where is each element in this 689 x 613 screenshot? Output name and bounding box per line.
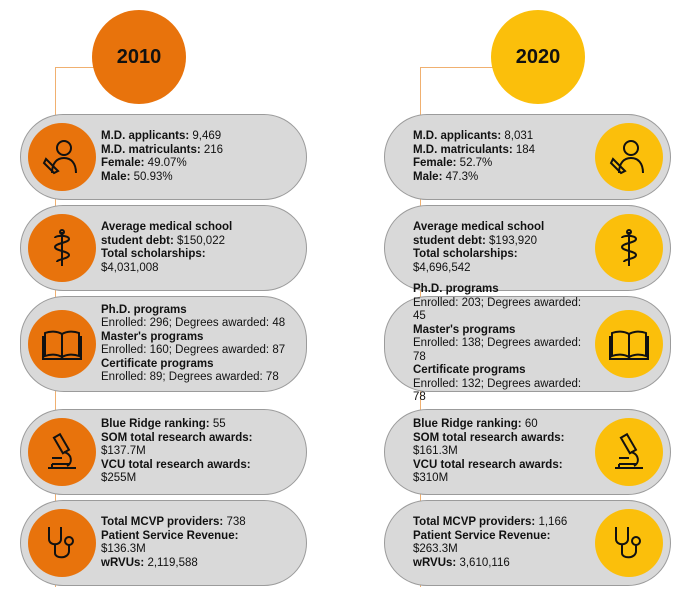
mcvp-label: Total MCVP providers: bbox=[413, 516, 536, 528]
open-book-icon bbox=[28, 310, 96, 378]
wrvu-label: wRVUs: bbox=[413, 556, 457, 569]
card-2010-admissions: M.D. applicants: 9,469 M.D. matriculants… bbox=[20, 114, 307, 200]
stethoscope-icon bbox=[28, 509, 96, 577]
scholarships-value: $4,696,542 bbox=[413, 261, 471, 274]
blue-ridge-value: 55 bbox=[212, 418, 226, 431]
debt-value: $150,022 bbox=[177, 234, 225, 247]
caduceus-icon bbox=[595, 214, 663, 282]
male-value: 47.3% bbox=[445, 170, 479, 183]
card-2020-clinical: Total MCVP providers: 1,166 Patient Serv… bbox=[384, 500, 671, 586]
psr-value: $136.3M bbox=[101, 543, 146, 555]
vcu-awards-value: $310M bbox=[413, 472, 449, 485]
matriculants-label: M.D. matriculants: bbox=[413, 143, 513, 156]
debt-value: $193,920 bbox=[489, 234, 537, 247]
matriculants-value: 216 bbox=[203, 143, 224, 156]
vcu-awards-label: VCU total research awards: bbox=[101, 458, 251, 471]
caduceus-icon bbox=[28, 214, 96, 282]
certificate-value: Enrolled: 89; Degrees awarded: 78 bbox=[101, 371, 279, 383]
male-label: Male: bbox=[413, 170, 443, 183]
stethoscope-icon bbox=[595, 509, 663, 577]
debt-label-1: Average medical school bbox=[101, 221, 233, 233]
blue-ridge-label: Blue Ridge ranking: bbox=[101, 418, 210, 431]
psr-label: Patient Service Revenue: bbox=[101, 529, 239, 542]
debt-label-2: student debt: bbox=[413, 234, 486, 247]
phd-label: Ph.D. programs bbox=[413, 283, 499, 296]
scholarships-label: Total scholarships: bbox=[101, 248, 206, 260]
card-2020-admissions: M.D. applicants: 8,031 M.D. matriculants… bbox=[384, 114, 671, 200]
card-2020-research: Blue Ridge ranking: 60 SOM total researc… bbox=[384, 409, 671, 495]
connector-line-2010 bbox=[55, 67, 95, 68]
som-awards-value: $161.3M bbox=[413, 445, 458, 458]
female-value: 52.7% bbox=[459, 157, 493, 169]
mcvp-label: Total MCVP providers: bbox=[101, 516, 224, 528]
debt-label-2: student debt: bbox=[101, 234, 174, 247]
applicants-label: M.D. applicants: bbox=[101, 130, 190, 142]
certificate-label: Certificate programs bbox=[101, 357, 214, 370]
masters-value: Enrolled: 138; Degrees awarded: 78 bbox=[413, 337, 582, 363]
matriculants-value: 184 bbox=[515, 143, 536, 156]
open-book-icon bbox=[595, 310, 663, 378]
wrvu-value: 3,610,116 bbox=[459, 556, 510, 569]
female-label: Female: bbox=[413, 157, 457, 169]
som-awards-value: $137.7M bbox=[101, 445, 146, 458]
applicants-label: M.D. applicants: bbox=[413, 130, 502, 142]
card-2010-research: Blue Ridge ranking: 55 SOM total researc… bbox=[20, 409, 307, 495]
male-label: Male: bbox=[101, 170, 131, 183]
applicants-value: 8,031 bbox=[504, 130, 534, 142]
microscope-icon bbox=[595, 418, 663, 486]
male-value: 50.93% bbox=[133, 170, 173, 183]
certificate-value: Enrolled: 132; Degrees awarded: 78 bbox=[413, 377, 582, 404]
scholarships-value: $4,031,008 bbox=[101, 261, 159, 274]
card-2010-finance: Average medical school student debt: $15… bbox=[20, 205, 307, 291]
vcu-awards-value: $255M bbox=[101, 472, 137, 485]
mcvp-value: 738 bbox=[226, 516, 246, 528]
female-value: 49.07% bbox=[147, 157, 187, 169]
wrvu-value: 2,119,588 bbox=[147, 556, 198, 569]
phd-value: Enrolled: 296; Degrees awarded: 48 bbox=[101, 317, 286, 329]
scholarships-label: Total scholarships: bbox=[413, 248, 518, 260]
certificate-label: Certificate programs bbox=[413, 364, 526, 377]
connector-line-2020 bbox=[420, 67, 493, 68]
debt-label-1: Average medical school bbox=[413, 221, 545, 233]
psr-label: Patient Service Revenue: bbox=[413, 529, 551, 542]
matriculants-label: M.D. matriculants: bbox=[101, 143, 201, 156]
card-2020-finance: Average medical school student debt: $19… bbox=[384, 205, 671, 291]
student-pencil-icon bbox=[595, 123, 663, 191]
year-2020-label: 2020 bbox=[515, 45, 561, 68]
student-pencil-icon bbox=[28, 123, 96, 191]
blue-ridge-value: 60 bbox=[524, 418, 538, 431]
masters-label: Master's programs bbox=[101, 330, 204, 343]
mcvp-value: 1,166 bbox=[538, 516, 568, 528]
applicants-value: 9,469 bbox=[192, 130, 222, 142]
masters-value: Enrolled: 160; Degrees awarded: 87 bbox=[101, 344, 286, 356]
masters-label: Master's programs bbox=[413, 323, 516, 336]
year-2020-circle: 2020 bbox=[491, 10, 585, 104]
wrvu-label: wRVUs: bbox=[101, 556, 145, 569]
vcu-awards-label: VCU total research awards: bbox=[413, 458, 563, 471]
microscope-icon bbox=[28, 418, 96, 486]
som-awards-label: SOM total research awards: bbox=[101, 431, 253, 444]
year-2010-label: 2010 bbox=[116, 45, 162, 68]
psr-value: $263.3M bbox=[413, 543, 458, 555]
phd-value: Enrolled: 203; Degrees awarded: 45 bbox=[413, 296, 582, 323]
card-2010-clinical: Total MCVP providers: 738 Patient Servic… bbox=[20, 500, 307, 586]
phd-label: Ph.D. programs bbox=[101, 303, 187, 316]
year-2010-circle: 2010 bbox=[92, 10, 186, 104]
female-label: Female: bbox=[101, 157, 145, 169]
som-awards-label: SOM total research awards: bbox=[413, 431, 565, 444]
blue-ridge-label: Blue Ridge ranking: bbox=[413, 418, 522, 431]
card-2010-programs: Ph.D. programs Enrolled: 296; Degrees aw… bbox=[20, 296, 307, 392]
card-2020-programs: Ph.D. programs Enrolled: 203; Degrees aw… bbox=[384, 283, 671, 403]
